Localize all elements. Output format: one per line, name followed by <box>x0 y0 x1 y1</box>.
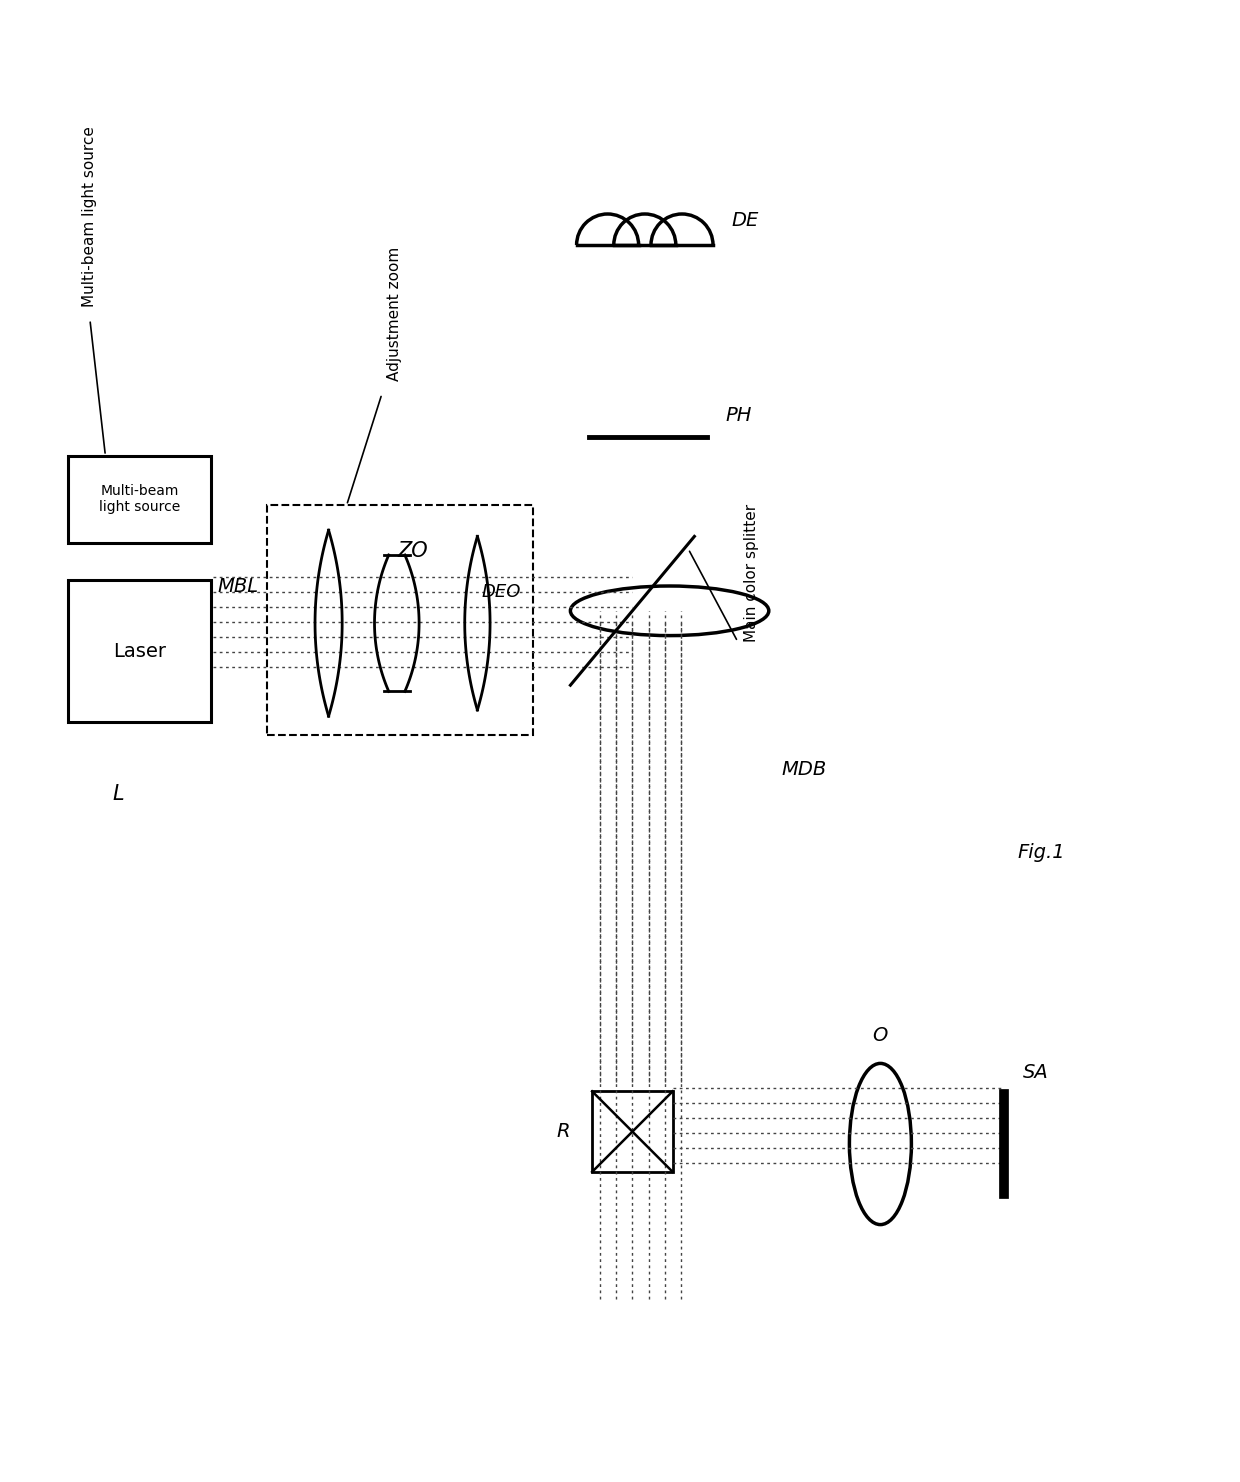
Text: O: O <box>873 1026 888 1045</box>
Text: R: R <box>557 1122 570 1141</box>
Text: L: L <box>112 784 124 805</box>
Bar <box>593 1091 672 1172</box>
Text: Laser: Laser <box>113 642 166 661</box>
Ellipse shape <box>570 585 769 636</box>
Text: Main color splitter: Main color splitter <box>744 504 759 642</box>
Bar <box>68 456 211 542</box>
Text: MDB: MDB <box>781 760 826 778</box>
Text: DE: DE <box>732 210 759 230</box>
Text: PH: PH <box>725 406 751 425</box>
Bar <box>68 579 211 722</box>
Text: Fig.1: Fig.1 <box>1018 843 1065 863</box>
Bar <box>267 505 533 735</box>
Text: Multi-beam
light source: Multi-beam light source <box>99 485 180 514</box>
Text: Multi-beam light source: Multi-beam light source <box>82 126 98 307</box>
Text: DEO: DEO <box>481 584 521 602</box>
Text: Adjustment zoom: Adjustment zoom <box>387 247 402 381</box>
Text: ZO: ZO <box>398 541 429 562</box>
Ellipse shape <box>849 1064 911 1224</box>
Text: SA: SA <box>1023 1063 1049 1082</box>
Text: MBL: MBL <box>217 578 258 596</box>
